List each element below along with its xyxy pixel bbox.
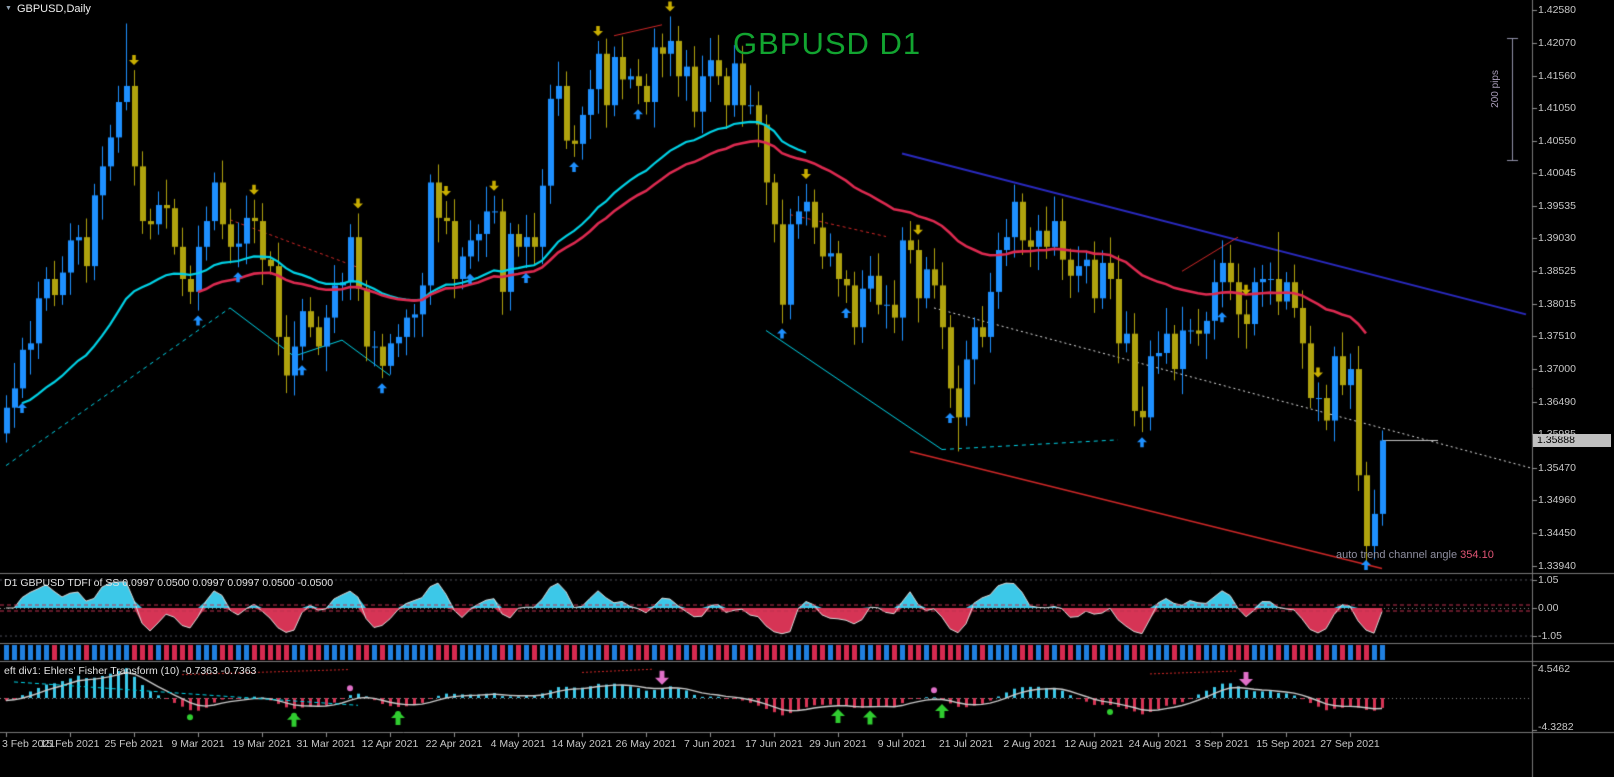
time-tick-label: 17 Jun 2021 — [745, 738, 803, 750]
time-tick-label: 2 Aug 2021 — [1003, 738, 1057, 750]
time-tick-label: 27 Sep 2021 — [1320, 738, 1380, 750]
time-tick-label: 9 Mar 2021 — [171, 738, 225, 750]
time-tick-label: 22 Apr 2021 — [425, 738, 483, 750]
price-axis[interactable]: 1.35888 1.42580 1.42070 1.41560 1.41050 1.40… — [1532, 0, 1614, 777]
axis-tick-label: 1.39030 — [1538, 232, 1576, 245]
time-tick-label: 31 Mar 2021 — [296, 738, 356, 750]
time-tick-label: 3 Sep 2021 — [1195, 738, 1249, 750]
axis-tick-label: 4.5462 — [1538, 663, 1571, 675]
axis-tick-label: 1.34450 — [1538, 527, 1576, 540]
time-tick-label: 12 Apr 2021 — [361, 738, 419, 750]
symbol-period-text: GBPUSD,Daily — [16, 3, 91, 15]
axis-tick-label: 1.41050 — [1538, 102, 1576, 115]
axis-tick-label: 1.33940 — [1538, 560, 1576, 572]
fisher-indicator-label: eft div1: Ehlers' Fisher Transform (10) … — [4, 665, 257, 677]
time-tick-label: 7 Jun 2021 — [684, 738, 736, 750]
axis-tick-label: 1.38015 — [1538, 297, 1576, 310]
time-tick-label: 15 Feb 2021 — [40, 738, 100, 750]
time-tick-label: 24 Aug 2021 — [1128, 738, 1188, 750]
time-tick-label: 9 Jul 2021 — [877, 738, 927, 750]
axis-tick-label: 1.41560 — [1538, 69, 1576, 82]
time-tick-label: 4 May 2021 — [490, 738, 546, 750]
axis-tick-label: 1.35985 — [1538, 428, 1576, 441]
time-tick-label: 19 Mar 2021 — [232, 738, 292, 750]
symbol-period-selector[interactable]: ▼ GBPUSD,Daily — [5, 3, 91, 15]
axis-tick-label: 1.34960 — [1538, 494, 1576, 507]
time-axis[interactable]: 3 Feb 2021 15 Feb 2021 25 Feb 2021 9 Mar 20… — [0, 733, 1532, 759]
axis-tick-label: 1.42070 — [1538, 36, 1576, 49]
axis-tick-label: 1.38525 — [1538, 264, 1576, 277]
auto-trend-channel-label: auto trend channel angle 354.10 — [1336, 549, 1494, 561]
axis-tick-label: -4.3282 — [1538, 721, 1574, 733]
pips-measure-label[interactable]: 200 pips — [1490, 70, 1501, 108]
axis-tick-label: 1.39535 — [1538, 199, 1576, 212]
axis-tick-label: 0.00 — [1538, 602, 1559, 614]
time-tick-label: 3 Feb 2021 — [2, 738, 56, 750]
axis-tick-label: 1.42580 — [1538, 4, 1576, 16]
axis-tick-label: 1.37000 — [1538, 363, 1576, 376]
trend-channel-value: 354.10 — [1460, 549, 1494, 561]
time-tick-label: 29 Jun 2021 — [809, 738, 867, 750]
time-tick-label: 21 Jul 2021 — [938, 738, 994, 750]
axis-tick-label: 1.37510 — [1538, 330, 1576, 343]
tdfi-indicator-label: D1 GBPUSD TDFI of SS 0.0997 0.0500 0.099… — [4, 577, 334, 589]
trend-channel-text: auto trend channel angle — [1336, 549, 1458, 561]
time-tick-label: 12 Aug 2021 — [1064, 738, 1124, 750]
chart-watermark: GBPUSD D1 — [733, 26, 922, 61]
time-tick-label: 25 Feb 2021 — [104, 738, 164, 750]
axis-tick-label: 1.36490 — [1538, 395, 1576, 408]
axis-tick-label: 1.40045 — [1538, 167, 1576, 180]
axis-tick-label: 1.05 — [1538, 573, 1559, 586]
current-price-box: 1.35888 — [1533, 433, 1611, 447]
time-tick-label: 15 Sep 2021 — [1256, 738, 1316, 750]
dropdown-arrow-icon[interactable]: ▼ — [5, 5, 12, 12]
time-tick-label: 26 May 2021 — [615, 738, 677, 750]
axis-tick-label: 1.35470 — [1538, 461, 1576, 474]
axis-tick-label: -1.05 — [1538, 630, 1562, 643]
axis-tick-label: 1.40550 — [1538, 134, 1576, 147]
time-tick-label: 14 May 2021 — [551, 738, 613, 750]
